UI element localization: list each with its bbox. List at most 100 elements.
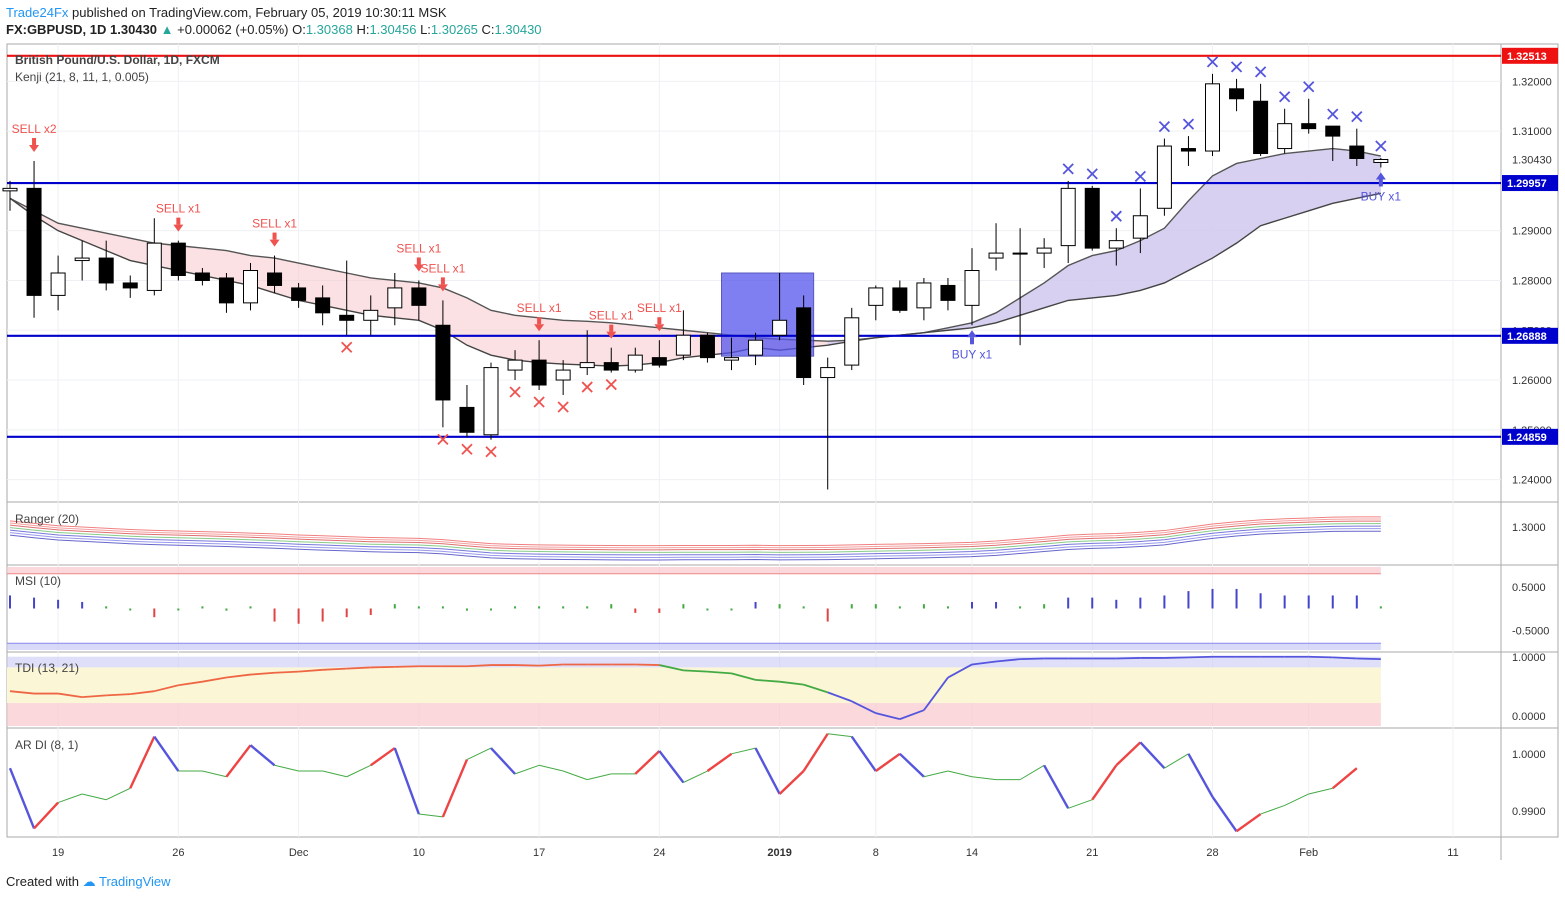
candle xyxy=(50,255,66,311)
x-mark-stroke xyxy=(557,401,569,413)
candle-body xyxy=(940,284,956,301)
buy-arrow-icon xyxy=(967,330,977,338)
level-price-tag xyxy=(1502,327,1558,344)
candle-body xyxy=(291,287,307,301)
time-tick-label: 14 xyxy=(966,847,978,859)
tdi-line-segment xyxy=(851,700,877,714)
msi-bar xyxy=(9,595,11,609)
candle xyxy=(146,218,162,296)
msi-bar xyxy=(201,606,204,609)
candle xyxy=(772,273,788,341)
sell-signal-label: SELL x1 xyxy=(252,217,297,231)
signal-x-mark xyxy=(1351,110,1363,123)
ardi-indicator-label: AR DI (8, 1) xyxy=(15,738,78,752)
tdi-line-segment xyxy=(370,665,395,669)
x-mark-stroke xyxy=(341,341,353,353)
sell-signal-label: SELL x1 xyxy=(589,309,634,323)
open-label: O: xyxy=(292,22,306,37)
candle xyxy=(1229,78,1245,112)
candle xyxy=(603,347,619,373)
level-price-tag xyxy=(1502,428,1558,445)
tradingview-logo-icon[interactable]: ☁ xyxy=(82,874,96,889)
candle xyxy=(916,277,932,321)
candle xyxy=(1012,228,1028,346)
sell-signal-label: SELL x1 xyxy=(156,202,201,216)
kenji-lower-line xyxy=(9,192,1381,367)
sell-arrow-icon xyxy=(29,144,40,152)
price-tick-label: 1.29000 xyxy=(1512,226,1552,238)
msi-upper-zone xyxy=(7,567,1381,574)
candle xyxy=(1084,185,1100,251)
msi-bar xyxy=(538,606,541,609)
msi-bar xyxy=(1379,606,1382,609)
x-mark-stroke xyxy=(461,443,473,455)
symbol-label[interactable]: FX:GBPUSD, 1D xyxy=(6,22,107,37)
ranger-indicator-label: Ranger (20) xyxy=(15,512,79,526)
candle-body xyxy=(74,257,90,262)
x-mark-stroke xyxy=(437,433,449,445)
ardi-line-segment xyxy=(875,752,901,773)
footer: Created with ☁ TradingView xyxy=(6,874,171,890)
msi-bar xyxy=(971,601,973,609)
candle-body xyxy=(387,287,403,309)
candle-body xyxy=(603,362,619,371)
ardi-line-segment xyxy=(1260,804,1285,815)
candle-body xyxy=(1132,215,1148,239)
tdi-line-segment xyxy=(466,664,492,668)
candle-body xyxy=(675,334,691,356)
candle-body xyxy=(964,270,980,306)
publisher-name[interactable]: Trade24Fx xyxy=(6,5,69,20)
ardi-line-segment xyxy=(393,747,420,815)
ardi-line-segment xyxy=(249,744,276,767)
ardi-line-segment xyxy=(1091,764,1118,801)
signal-x-mark xyxy=(1182,118,1195,130)
msi-bar xyxy=(225,608,228,611)
time-tick-label: Feb xyxy=(1299,847,1318,859)
tdi-line-segment xyxy=(1188,655,1213,659)
msi-bar xyxy=(369,608,372,616)
tdi-line-segment xyxy=(250,671,275,676)
ardi-line-segment xyxy=(562,770,588,781)
up-arrow-icon: ▲ xyxy=(160,22,174,37)
ardi-line-segment xyxy=(634,750,661,775)
tdi-line-segment xyxy=(178,680,203,687)
candle-body xyxy=(507,359,523,371)
ranger-band-line xyxy=(9,528,1381,558)
tdi-line-segment xyxy=(659,664,684,672)
ranger-band-line xyxy=(9,516,1381,547)
msi-bar xyxy=(1163,595,1166,609)
candle-body xyxy=(435,324,451,401)
msi-bar xyxy=(465,608,468,611)
candle xyxy=(699,332,715,363)
tdi-indicator-label: TDI (13, 21) xyxy=(15,661,79,675)
candle-body xyxy=(1180,148,1196,152)
sell-signal-label: SELL x1 xyxy=(517,301,562,315)
tdi-line-segment xyxy=(1356,657,1381,661)
x-mark-stroke xyxy=(1303,81,1315,93)
time-tick-label: 21 xyxy=(1086,847,1098,859)
tdi-line-segment xyxy=(322,667,347,671)
tradingview-link[interactable]: TradingView xyxy=(99,874,171,889)
candle xyxy=(1373,158,1389,168)
signal-x-mark xyxy=(1158,120,1171,133)
sell-signal-label: SELL x1 xyxy=(420,261,465,275)
buy-arrow-stem xyxy=(1378,179,1383,187)
tdi-line-segment xyxy=(731,672,756,681)
candle-body xyxy=(772,319,788,336)
tdi-line-segment xyxy=(899,709,925,720)
msi-bar xyxy=(682,604,685,609)
ranger-tick-label: 1.3000 xyxy=(1512,522,1546,534)
x-mark-stroke xyxy=(1158,120,1171,133)
candle-body xyxy=(579,362,595,369)
candle xyxy=(291,282,307,308)
tdi-line-segment xyxy=(683,669,708,673)
msi-bar xyxy=(1331,595,1334,609)
ardi-line-segment xyxy=(1284,793,1309,806)
candle xyxy=(1036,238,1052,269)
time-tick-label: 10 xyxy=(413,847,425,859)
ranger-band-line xyxy=(9,525,1381,556)
ardi-line-segment xyxy=(754,747,781,795)
tdi-line-segment xyxy=(635,663,660,666)
last-price-label: 1.30430 xyxy=(1512,154,1552,166)
